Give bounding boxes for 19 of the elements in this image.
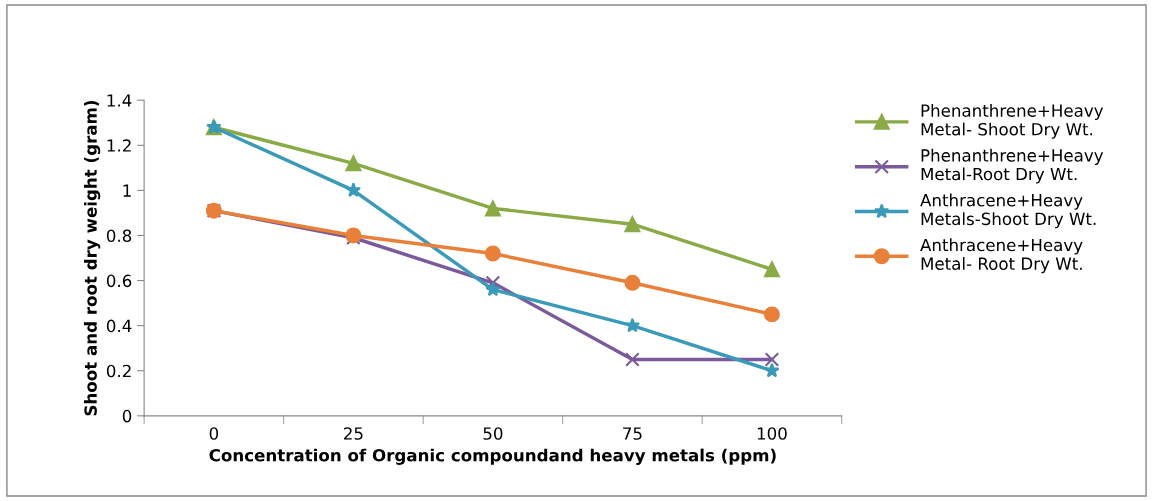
legend-label: Anthracene+Heavy Metal- Root Dry Wt. xyxy=(920,238,1083,274)
y-tick-label: 1.2 xyxy=(107,139,131,152)
y-tick-label: 0.4 xyxy=(106,319,132,333)
x-tick-label: 50 xyxy=(483,427,503,440)
legend-label: Phenanthrene+Heavy Metal-Root Dry Wt. xyxy=(921,148,1104,184)
y-tick-label: 0 xyxy=(122,409,132,423)
y-axis-title: Shoot and root dry weight (gram) xyxy=(84,100,101,416)
x-tick-label: 25 xyxy=(344,427,363,440)
y-tick-label: 0.2 xyxy=(106,364,131,378)
x-tick-label: 100 xyxy=(757,427,787,440)
x-axis-title: Concentration of Organic compoundand heavy metals (ppm) xyxy=(209,448,776,465)
legend-label: Phenanthrene+Heavy Metal- Shoot Dry Wt. xyxy=(921,103,1104,139)
y-tick-label: 0.6 xyxy=(106,274,132,288)
x-tick-label: 75 xyxy=(623,427,642,440)
y-tick-label: 0.8 xyxy=(106,229,132,243)
legend-label: Anthracene+Heavy Metals-Shoot Dry Wt. xyxy=(920,193,1096,229)
y-tick-label: 1 xyxy=(123,184,131,197)
x-tick-label: 0 xyxy=(209,427,219,440)
y-tick-label: 1.4 xyxy=(107,94,132,107)
